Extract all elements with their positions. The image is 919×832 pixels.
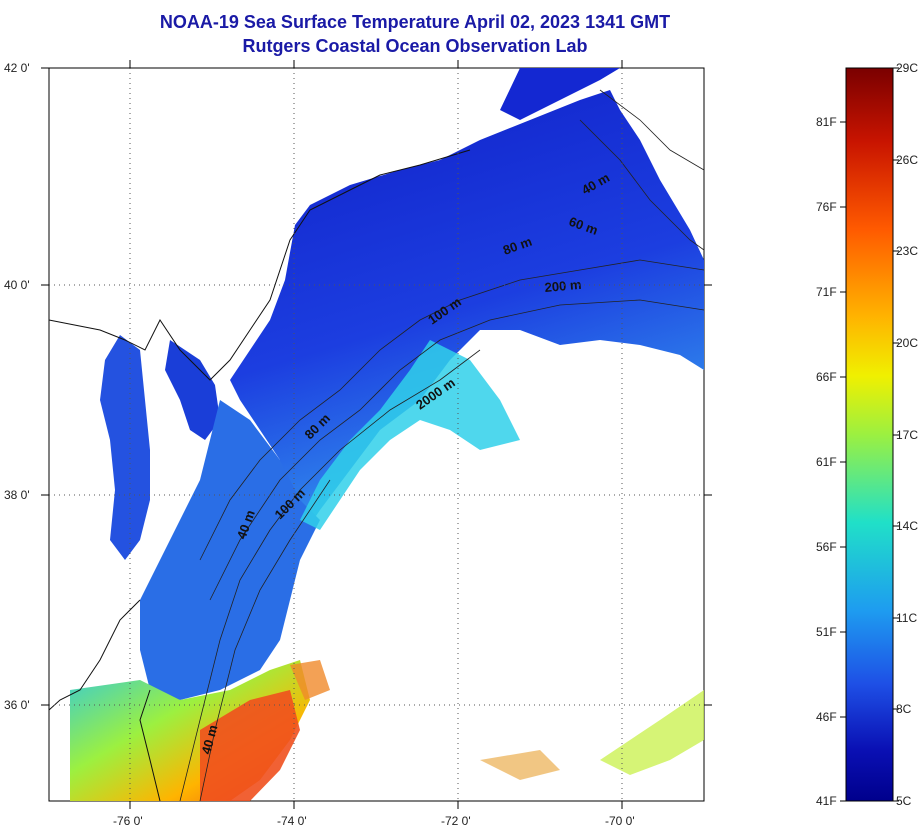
map-title: NOAA-19 Sea Surface Temperature April 02… — [159, 12, 671, 32]
coastline-south — [48, 599, 141, 711]
colorbar-celsius-label: 23C — [896, 244, 919, 258]
colorbar-fahrenheit-label: 51F — [816, 625, 837, 639]
contour-label: 200 m — [544, 277, 582, 295]
contour-line-1 — [199, 259, 705, 561]
colorbar-fahrenheit-label: 46F — [816, 710, 837, 724]
lat-label: 42 0' — [4, 61, 30, 75]
colorbar-fahrenheit-label: 56F — [816, 540, 837, 554]
colorbar-fahrenheit-label: 76F — [816, 200, 837, 214]
slope-water — [300, 340, 520, 530]
colorbar-celsius-label: 17C — [896, 428, 919, 442]
contour-line-2 — [209, 299, 705, 601]
shelf-water-mid — [140, 400, 320, 700]
colorbar-celsius-label: 26C — [896, 153, 919, 167]
lat-label: 40 0' — [4, 278, 30, 292]
colorbar-fahrenheit-label: 71F — [816, 285, 837, 299]
lon-label: -70 0' — [605, 814, 635, 828]
colorbar-fahrenheit-label: 81F — [816, 115, 837, 129]
contour-line-5 — [579, 119, 705, 251]
colorbar — [845, 67, 894, 802]
delaware-bay — [165, 340, 220, 440]
contour-line-4 — [199, 479, 331, 802]
offshore-warm-patch — [600, 690, 704, 775]
colorbar-fahrenheit-label: 41F — [816, 794, 837, 808]
colorbar-fahrenheit-label: 61F — [816, 455, 837, 469]
warm-patch — [290, 660, 330, 700]
gulf-of-maine-water — [500, 68, 620, 120]
colorbar-celsius-label: 20C — [896, 336, 919, 350]
colorbar-fahrenheit-label: 66F — [816, 370, 837, 384]
contour-line-3 — [179, 349, 481, 802]
colorbar-celsius-label: 5C — [896, 794, 912, 808]
colorbar-celsius-label: 8C — [896, 702, 912, 716]
gulf-stream-water — [200, 690, 300, 801]
contour-line-6 — [599, 89, 705, 171]
colorbar-celsius-label: 29C — [896, 61, 919, 75]
colorbar-celsius-label: 11C — [896, 611, 918, 625]
lon-label: -74 0' — [277, 814, 307, 828]
lon-label: -72 0' — [441, 814, 471, 828]
coastline-north — [48, 149, 471, 381]
lon-label: -76 0' — [113, 814, 143, 828]
lat-label: 38 0' — [4, 488, 30, 502]
map-subtitle: Rutgers Coastal Ocean Observation Lab — [242, 36, 588, 56]
colorbar-celsius-label: 14C — [896, 519, 919, 533]
contour-label: 40 m — [198, 723, 220, 756]
offshore-patch — [480, 750, 560, 780]
lat-label: 36 0' — [4, 698, 30, 712]
chesapeake-bay — [100, 335, 150, 560]
